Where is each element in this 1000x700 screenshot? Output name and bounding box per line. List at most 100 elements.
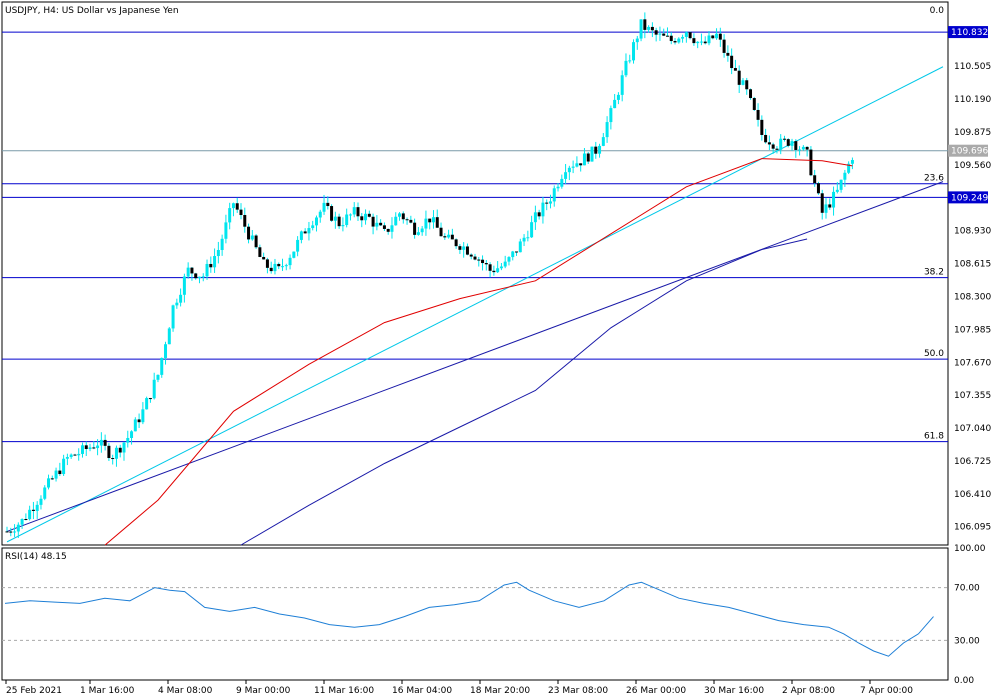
candle-body [220, 238, 224, 251]
candle-body [122, 442, 126, 453]
candle-body [582, 153, 586, 166]
candle-body [5, 531, 9, 533]
candle-body [688, 32, 692, 39]
y-tick-label-11: 106.725 [954, 457, 991, 467]
horizontal-levels [2, 31, 948, 443]
candle-body [167, 328, 171, 345]
candle-body [839, 179, 843, 190]
chart-title: USDJPY, H4: US Dollar vs Japanese Yen [5, 6, 179, 16]
candle-body [654, 30, 658, 35]
candle-body [47, 478, 51, 488]
candle-body [114, 447, 118, 459]
fib-label-4: 38.2 [924, 268, 944, 278]
candle-body [699, 41, 703, 43]
y-tick-label-13: 106.095 [954, 523, 991, 533]
candle-body [409, 219, 413, 223]
candle-body [16, 524, 20, 532]
candle-body [601, 137, 605, 146]
candle-body [62, 458, 66, 475]
candle-body [314, 217, 318, 226]
candle-body [816, 183, 820, 194]
candle-body [537, 212, 541, 217]
candle-body [182, 276, 186, 295]
candle-body [609, 108, 613, 123]
candle-body [201, 276, 205, 278]
candle-body [284, 265, 288, 267]
candle-body [428, 218, 432, 223]
candle-body [273, 263, 277, 272]
main-panel-frame [1, 1, 949, 546]
candle-body [148, 398, 152, 400]
candle-body [379, 222, 383, 226]
y-tick-label-6: 108.300 [954, 292, 991, 302]
candle-body [662, 33, 666, 36]
candle-body [499, 266, 503, 269]
candle-body [31, 509, 35, 511]
y-tick-label-7: 107.985 [954, 325, 991, 335]
candle-body [330, 206, 334, 221]
candle-body [579, 163, 583, 166]
candle-body [794, 141, 798, 150]
y-tick-label-1: 110.190 [954, 95, 991, 105]
candle-body [598, 145, 602, 154]
candle-body [205, 263, 209, 277]
candle-body [420, 228, 424, 233]
candle-body [530, 222, 534, 238]
candle-body [786, 139, 790, 146]
candle-body [296, 239, 300, 252]
candle-body [269, 267, 273, 272]
candle-body [635, 38, 639, 43]
candle-body [382, 225, 386, 229]
candle-body [28, 509, 32, 520]
y-tick-label-8: 107.670 [954, 358, 991, 368]
candle-body [216, 250, 220, 257]
candle-body [231, 203, 235, 209]
candle-body [462, 246, 466, 250]
level-label-1: 109.696 [951, 147, 988, 157]
candle-body [99, 439, 103, 446]
candle-body [337, 216, 341, 227]
candle-body [798, 149, 802, 151]
candle-body [348, 214, 352, 216]
rsi-y-tick-label-1: 70.00 [954, 584, 980, 594]
candle-body [435, 217, 439, 228]
candle-body [13, 531, 17, 533]
candle-body [160, 357, 164, 375]
candle-body [733, 68, 737, 71]
level-label-2: 109.249 [951, 193, 988, 203]
candle-body [658, 33, 662, 35]
candle-body [405, 219, 409, 221]
candle-body [367, 213, 371, 217]
candle-body [73, 454, 77, 456]
candle-body [696, 41, 700, 44]
x-tick-label-1: 1 Mar 16:00 [80, 686, 135, 696]
candle-body [318, 211, 322, 218]
candle-body [281, 266, 285, 268]
candle-body [345, 214, 349, 226]
candle-body [771, 144, 775, 149]
candle-body [360, 216, 364, 221]
candle-body [118, 447, 122, 453]
y-tick-label-10: 107.040 [954, 424, 991, 434]
candle-body [492, 270, 496, 273]
candle-body [752, 98, 756, 110]
candle-body [564, 172, 568, 179]
candle-body [303, 231, 307, 234]
candle-body [484, 263, 488, 265]
candle-body [179, 294, 183, 303]
candle-body [469, 254, 473, 257]
candle-body [175, 302, 179, 306]
candle-body [20, 519, 24, 525]
candle-body [650, 26, 654, 31]
candle-body [741, 80, 745, 85]
candle-body [843, 172, 847, 180]
candle-body [133, 419, 137, 432]
candle-body [424, 218, 428, 229]
candle-body [250, 235, 254, 240]
candle-body [371, 216, 375, 227]
candle-body [616, 94, 620, 100]
candle-body [847, 163, 851, 173]
candle-body [35, 504, 39, 511]
candle-body [69, 454, 73, 458]
candle-body [262, 256, 266, 260]
